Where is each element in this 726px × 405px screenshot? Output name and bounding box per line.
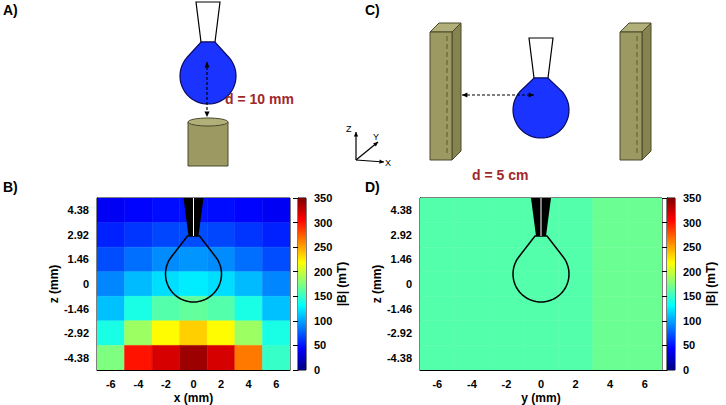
svg-text:50: 50 — [683, 339, 695, 351]
svg-text:-2: -2 — [161, 378, 171, 390]
svg-text:-2: -2 — [502, 378, 512, 390]
svg-text:200: 200 — [683, 266, 701, 278]
svg-text:250: 250 — [314, 241, 332, 253]
svg-text:0: 0 — [683, 364, 689, 376]
svg-text:0: 0 — [314, 364, 320, 376]
svg-text:C): C) — [365, 2, 380, 18]
svg-text:1.46: 1.46 — [391, 253, 412, 265]
svg-text:2: 2 — [218, 378, 224, 390]
svg-text:Z: Z — [346, 124, 352, 134]
svg-text:300: 300 — [683, 217, 701, 229]
svg-text:6: 6 — [642, 378, 648, 390]
svg-text:|B| (mT): |B| (mT) — [704, 262, 718, 307]
svg-text:X: X — [385, 158, 391, 168]
svg-text:-6: -6 — [432, 378, 442, 390]
svg-text:-4.38: -4.38 — [387, 352, 412, 364]
svg-text:0: 0 — [83, 278, 89, 290]
svg-text:-1.46: -1.46 — [387, 303, 412, 315]
svg-text:-4: -4 — [133, 378, 144, 390]
svg-text:1.46: 1.46 — [68, 253, 89, 265]
svg-text:350: 350 — [683, 192, 701, 204]
svg-text:100: 100 — [683, 315, 701, 327]
svg-text:2: 2 — [573, 378, 579, 390]
svg-text:D): D) — [365, 179, 380, 195]
svg-text:-1.46: -1.46 — [64, 303, 89, 315]
svg-text:4.38: 4.38 — [68, 204, 89, 216]
svg-text:50: 50 — [314, 339, 326, 351]
svg-text:-2.92: -2.92 — [64, 327, 89, 339]
svg-text:z (mm): z (mm) — [47, 265, 61, 304]
svg-text:4: 4 — [246, 378, 253, 390]
svg-text:Y: Y — [373, 132, 379, 142]
svg-text:d = 10 mm: d = 10 mm — [225, 91, 294, 107]
svg-text:250: 250 — [683, 241, 701, 253]
svg-text:B): B) — [3, 179, 18, 195]
svg-text:-4: -4 — [467, 378, 478, 390]
svg-text:x (mm): x (mm) — [174, 391, 213, 405]
svg-text:150: 150 — [683, 290, 701, 302]
svg-text:4.38: 4.38 — [391, 204, 412, 216]
svg-text:A): A) — [3, 2, 18, 18]
svg-text:300: 300 — [314, 217, 332, 229]
svg-text:-2.92: -2.92 — [387, 327, 412, 339]
svg-text:z (mm): z (mm) — [370, 265, 384, 304]
svg-text:y (mm): y (mm) — [521, 391, 560, 405]
svg-text:-6: -6 — [106, 378, 116, 390]
svg-text:0: 0 — [406, 278, 412, 290]
svg-text:2.92: 2.92 — [391, 229, 412, 241]
svg-text:0: 0 — [190, 378, 196, 390]
svg-text:|B| (mT): |B| (mT) — [335, 262, 349, 307]
svg-text:-4.38: -4.38 — [64, 352, 89, 364]
svg-text:350: 350 — [314, 192, 332, 204]
svg-text:d = 5 cm: d = 5 cm — [472, 167, 528, 183]
svg-text:100: 100 — [314, 315, 332, 327]
svg-text:6: 6 — [273, 378, 279, 390]
svg-text:2.92: 2.92 — [68, 229, 89, 241]
svg-text:200: 200 — [314, 266, 332, 278]
svg-text:150: 150 — [314, 290, 332, 302]
svg-text:0: 0 — [538, 378, 544, 390]
svg-text:4: 4 — [607, 378, 614, 390]
